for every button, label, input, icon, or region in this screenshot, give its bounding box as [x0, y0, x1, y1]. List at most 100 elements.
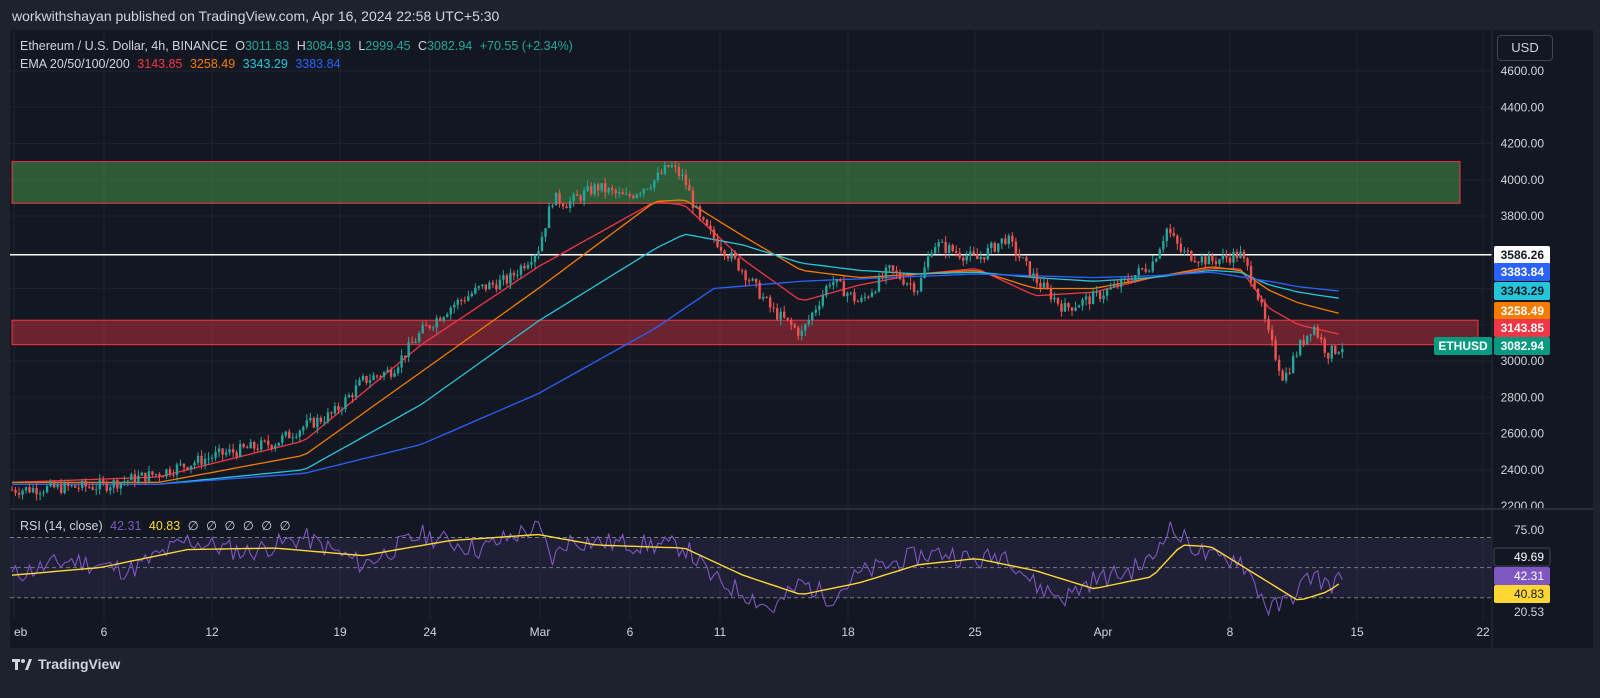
- candle-body: [607, 188, 610, 193]
- candle-body: [1000, 238, 1004, 244]
- candle-body: [677, 167, 681, 177]
- candle-body: [386, 369, 389, 373]
- x-tick-label: 12: [205, 625, 219, 639]
- candle-body: [786, 317, 789, 320]
- rsi-axis-label-bg: [1494, 585, 1550, 603]
- candle-body: [990, 242, 993, 248]
- candle-body: [368, 380, 372, 383]
- candle-body: [165, 469, 168, 477]
- candle-body: [856, 301, 860, 303]
- candle-body: [333, 406, 337, 414]
- symbol-legend[interactable]: Ethereum / U.S. Dollar, 4h, BINANCE O301…: [20, 39, 577, 53]
- candle-body: [509, 272, 512, 284]
- candle-body: [790, 319, 793, 325]
- candle-body: [747, 280, 751, 282]
- candle-body: [898, 272, 902, 280]
- candle-body: [140, 472, 144, 476]
- candle-body: [400, 355, 403, 368]
- candle-body: [112, 479, 115, 488]
- candle-body: [1270, 329, 1274, 341]
- candle-body: [382, 372, 386, 377]
- candle-body: [940, 241, 944, 243]
- candle-body: [874, 291, 877, 293]
- rsi-extra-4: ∅: [242, 519, 254, 533]
- close-label: C: [418, 39, 428, 53]
- candle-body: [1004, 238, 1007, 245]
- candle-body: [151, 471, 154, 475]
- candle-body: [403, 355, 407, 358]
- candle-body: [653, 180, 656, 188]
- candle-body: [1253, 282, 1256, 289]
- candle-body: [21, 490, 24, 495]
- candle-body: [1112, 283, 1116, 288]
- candle-body: [554, 192, 558, 206]
- candle-body: [825, 285, 828, 296]
- candle-body: [231, 449, 235, 453]
- candle-body: [1323, 339, 1326, 353]
- candle-body: [1021, 257, 1025, 259]
- candle-body: [95, 489, 98, 491]
- candle-body: [1330, 345, 1333, 359]
- currency-button[interactable]: USD: [1497, 35, 1553, 61]
- rsi-sma-value: 40.83: [148, 519, 181, 533]
- candle-body: [435, 318, 438, 328]
- candle-body: [530, 262, 533, 265]
- open-label: O: [235, 39, 245, 53]
- candle-body: [919, 278, 923, 292]
- candle-body: [302, 426, 305, 431]
- candle-body: [393, 373, 396, 377]
- candle-body: [1067, 303, 1070, 308]
- candle-body: [1130, 281, 1133, 283]
- candle-body: [646, 188, 649, 190]
- candle-body: [561, 203, 565, 207]
- candle-body: [632, 195, 635, 198]
- candle-body: [63, 482, 66, 493]
- candle-body: [895, 270, 898, 273]
- candle-body: [1176, 235, 1179, 244]
- candle-body: [484, 284, 488, 290]
- candle-body: [993, 242, 996, 252]
- rsi-extra-3: ∅: [224, 519, 236, 533]
- rsi-extra-2: ∅: [206, 519, 217, 533]
- candle-body: [407, 342, 410, 358]
- candle-body: [477, 286, 481, 288]
- rsi-sma-line: [11, 533, 1340, 601]
- candle-body: [1235, 251, 1239, 259]
- candle-body: [1119, 278, 1123, 288]
- candle-body: [56, 484, 59, 488]
- candle-body: [1291, 356, 1295, 373]
- candle-body: [214, 451, 217, 458]
- candle-body: [424, 325, 428, 327]
- candle-body: [526, 264, 530, 269]
- candle-body: [1155, 258, 1158, 262]
- candle-body: [1211, 255, 1214, 262]
- candle-body: [965, 256, 968, 261]
- price-label: 3143.85: [1501, 321, 1545, 335]
- candle-body: [1298, 340, 1302, 356]
- candle-body: [281, 435, 284, 443]
- candle-body: [330, 412, 333, 414]
- candle-body: [312, 417, 316, 428]
- candle-body: [1277, 359, 1281, 371]
- candle-body: [221, 448, 224, 455]
- candle-body: [642, 188, 645, 194]
- candle-body: [979, 257, 982, 260]
- candle-body: [1207, 255, 1211, 265]
- candle-body: [326, 412, 330, 422]
- candle-body: [1081, 299, 1084, 306]
- ema-legend[interactable]: EMA 20/50/100/200 3143.85 3258.49 3343.2…: [20, 57, 345, 71]
- candle-body: [1137, 268, 1140, 275]
- candle-body: [372, 375, 375, 381]
- x-tick-label: 8: [1227, 625, 1234, 639]
- rsi-legend[interactable]: RSI (14, close) 42.31 40.83 ∅ ∅ ∅ ∅ ∅ ∅: [20, 518, 294, 533]
- candle-body: [200, 455, 203, 465]
- candle-body: [263, 440, 266, 442]
- candle-body: [565, 206, 568, 209]
- price-label: 3082.94: [1501, 339, 1545, 353]
- candle-body: [1228, 257, 1232, 263]
- tradingview-logo[interactable]: TradingView: [12, 656, 120, 672]
- candle-body: [474, 287, 477, 294]
- candle-body: [130, 474, 133, 481]
- candle-body: [611, 188, 614, 191]
